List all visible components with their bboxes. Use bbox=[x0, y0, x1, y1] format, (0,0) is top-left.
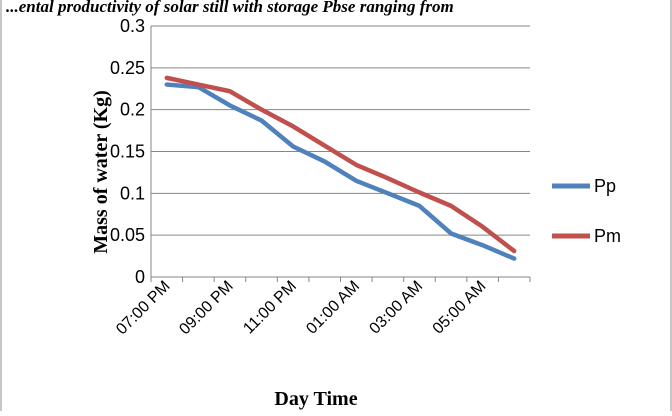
x-tick-label: 05:00 AM bbox=[430, 278, 490, 338]
series-line-pp bbox=[164, 82, 517, 261]
legend-label-pm: Pm bbox=[594, 226, 621, 246]
x-tick-label: 03:00 AM bbox=[366, 278, 426, 338]
y-tick-labels: 0 0.05 0.1 0.15 0.2 0.25 0.3 bbox=[110, 16, 145, 287]
y-axis-title: Mass of water (Kg) bbox=[90, 90, 112, 253]
legend: Pp Pm bbox=[552, 176, 621, 246]
x-tick-labels: 07:00 PM 09:00 PM 11:00 PM 01:00 AM 03:00 AM… bbox=[113, 278, 489, 338]
x-tick-label: 11:00 PM bbox=[240, 278, 300, 338]
legend-label-pp: Pp bbox=[594, 176, 616, 196]
axes bbox=[150, 26, 531, 282]
y-tick-label: 0 bbox=[135, 267, 145, 287]
x-tick-label: 01:00 AM bbox=[303, 278, 363, 338]
x-tick-label: 09:00 PM bbox=[176, 278, 236, 338]
figure-caption: ...ental productivity of solar still wit… bbox=[6, 0, 454, 16]
y-tick-label: 0.15 bbox=[110, 142, 145, 162]
y-tick-label: 0.05 bbox=[110, 225, 145, 245]
series-line-pm bbox=[164, 75, 517, 254]
x-axis-title: Day Time bbox=[274, 388, 357, 410]
y-tick-label: 0.1 bbox=[120, 183, 145, 203]
y-tick-label: 0.2 bbox=[120, 100, 145, 120]
gridlines bbox=[151, 25, 530, 236]
series-lines bbox=[164, 75, 517, 261]
y-tick-label: 0.3 bbox=[120, 16, 145, 36]
y-tick-label: 0.25 bbox=[110, 58, 145, 78]
